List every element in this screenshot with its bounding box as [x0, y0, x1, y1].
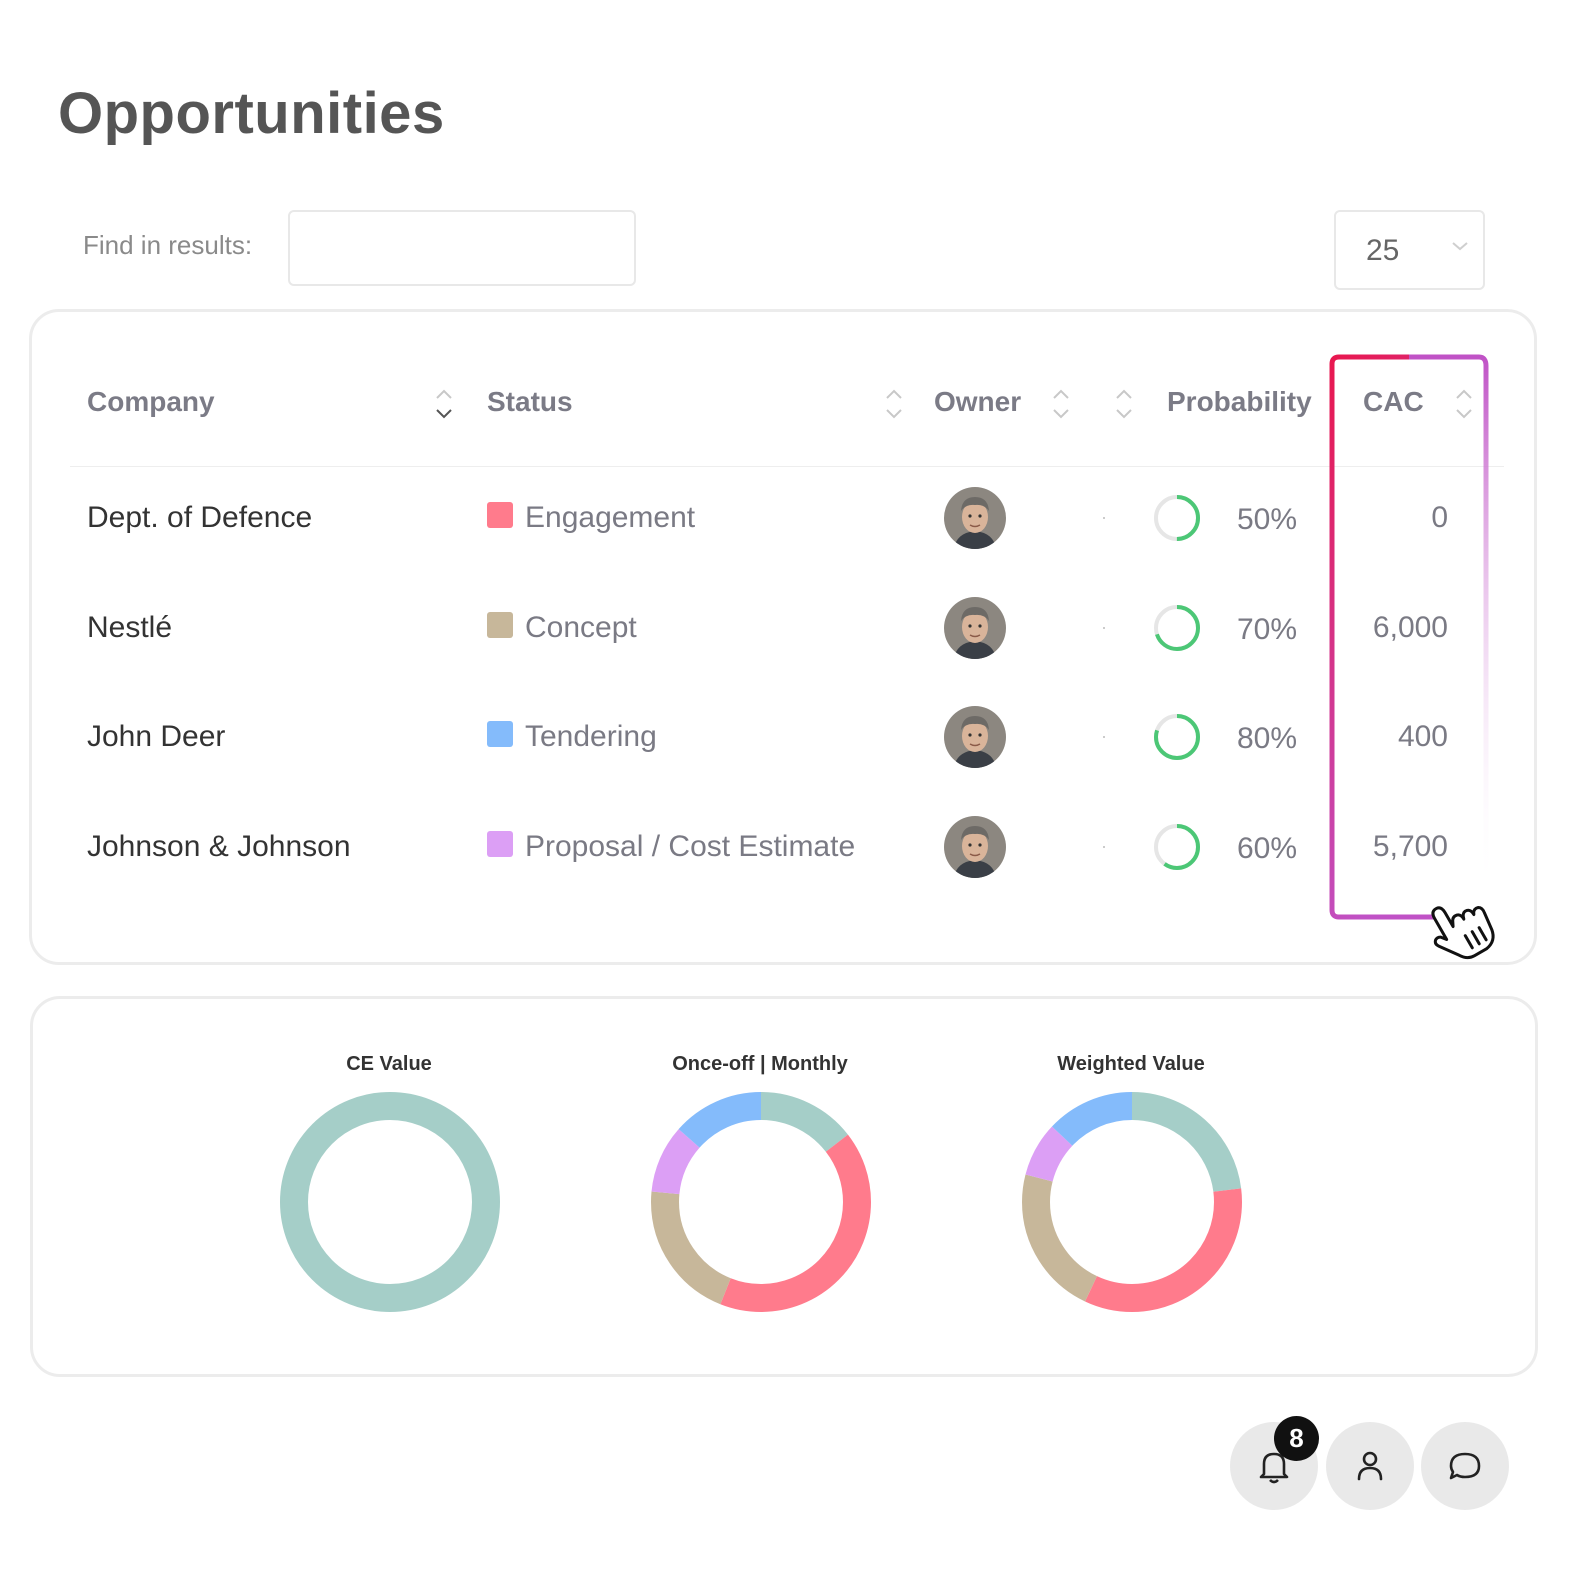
donut-slice[interactable] [651, 1092, 871, 1312]
cac-column-highlight [1329, 354, 1489, 920]
probability-ring [1154, 824, 1200, 870]
donut-chart-ce-value[interactable] [279, 1091, 501, 1313]
sort-icon[interactable] [1051, 386, 1071, 422]
probability-ring-fill [1154, 495, 1200, 541]
status-color-swatch [487, 831, 513, 857]
search-label: Find in results: [83, 230, 253, 260]
donut-slice[interactable] [1022, 1092, 1242, 1312]
status-color-swatch [487, 612, 513, 638]
status-label: Engagement [525, 501, 696, 534]
sort-icon[interactable] [1454, 386, 1474, 422]
probability-ring-fill [1154, 714, 1200, 760]
column-header-probability[interactable]: Probability [1167, 386, 1312, 417]
separator-dot [1103, 736, 1105, 738]
company-name: Nestlé [87, 611, 173, 644]
user-icon [1357, 1451, 1383, 1481]
column-header-status[interactable]: Status [487, 386, 573, 417]
search-input[interactable] [288, 210, 636, 286]
status-label: Tendering [525, 720, 657, 753]
column-header-company[interactable]: Company [87, 386, 215, 417]
owner-avatar[interactable] [944, 706, 1006, 768]
hand-pointer-icon [1431, 906, 1495, 960]
owner-avatar[interactable] [944, 597, 1006, 659]
probability-ring-fill [1154, 605, 1200, 651]
table-row[interactable]: Johnson & Johnson Proposal / Cost Estimat… [32, 794, 1534, 904]
page-title: Opportunities [58, 81, 445, 146]
sort-icon[interactable] [1114, 386, 1134, 422]
profile-button[interactable] [1326, 1422, 1414, 1510]
sort-icon[interactable] [434, 386, 454, 422]
probability-ring-fill [1154, 824, 1200, 870]
cac-value: 0 [1431, 501, 1448, 534]
company-name: Johnson & Johnson [87, 830, 351, 863]
status-color-swatch [487, 721, 513, 747]
cac-value: 6,000 [1372, 611, 1448, 644]
chart-title-once-off-monthly: Once-off | Monthly [672, 1053, 848, 1075]
page-size-value: 25 [1366, 234, 1400, 267]
chart-title-weighted-value: Weighted Value [1057, 1053, 1205, 1075]
table-row[interactable]: Dept. of Defence Engagement 50% 0 [32, 465, 1534, 575]
donut-slice[interactable] [280, 1092, 500, 1312]
donut-chart-weighted-value[interactable] [1021, 1091, 1243, 1313]
sort-icon[interactable] [884, 386, 904, 422]
separator-dot [1103, 846, 1105, 848]
probability-value: 50% [1237, 503, 1298, 536]
chat-icon [1449, 1452, 1481, 1480]
status-label: Proposal / Cost Estimate [525, 830, 856, 863]
column-header-owner[interactable]: Owner [934, 386, 1022, 417]
column-header-cac[interactable]: CAC [1363, 386, 1424, 417]
bell-icon [1259, 1452, 1289, 1484]
company-name: Dept. of Defence [87, 501, 313, 534]
probability-ring [1154, 714, 1200, 760]
owner-avatar[interactable] [944, 487, 1006, 549]
status-color-swatch [487, 502, 513, 528]
separator-dot [1103, 627, 1105, 629]
probability-ring [1154, 605, 1200, 651]
company-name: John Deer [87, 720, 226, 753]
opportunities-table: Company Status Owner Probability CAC Dep… [29, 309, 1537, 965]
separator-dot [1103, 517, 1105, 519]
probability-ring [1154, 495, 1200, 541]
page-size-select[interactable]: 25 [1334, 210, 1485, 290]
table-row[interactable]: John Deer Tendering 80% 400 [32, 684, 1534, 794]
cac-value: 5,700 [1372, 830, 1448, 863]
chat-button[interactable] [1421, 1422, 1509, 1510]
status-label: Concept [525, 611, 637, 644]
cac-value: 400 [1397, 720, 1448, 753]
table-row[interactable]: Nestlé Concept 70% 6,000 [32, 575, 1534, 685]
donut-slice[interactable] [1022, 1092, 1242, 1312]
donut-slice[interactable] [651, 1092, 871, 1312]
chevron-down-icon [1452, 242, 1468, 251]
donut-slice[interactable] [651, 1092, 871, 1312]
header-divider [70, 466, 1504, 467]
probability-value: 70% [1237, 613, 1298, 646]
notification-count-badge: 8 [1274, 1416, 1319, 1461]
owner-avatar[interactable] [944, 816, 1006, 878]
probability-value: 60% [1237, 832, 1298, 865]
charts-panel: CE Value Once-off | Monthly Weighted Val… [30, 996, 1538, 1377]
chart-title-ce-value: CE Value [346, 1053, 432, 1075]
probability-value: 80% [1237, 722, 1298, 755]
donut-slice[interactable] [1022, 1092, 1242, 1312]
donut-chart-once-off-monthly[interactable] [650, 1091, 872, 1313]
